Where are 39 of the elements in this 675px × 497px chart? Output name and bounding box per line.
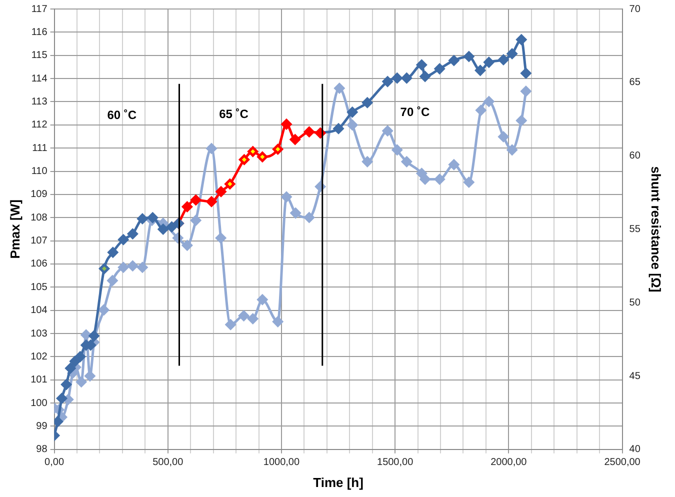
x-tick-label: 0,00 <box>44 457 64 468</box>
x-tick-label: 1500,00 <box>377 457 414 468</box>
y-tick-label: 98 <box>36 444 48 456</box>
y-tick-label: 104 <box>30 305 48 316</box>
y2-tick-label: 45 <box>629 370 641 382</box>
y-tick-label: 111 <box>32 142 48 154</box>
x-tick-label: 1000,00 <box>263 457 300 468</box>
y-tick-label: 112 <box>31 120 48 131</box>
x-axis-title: Time [h] <box>313 474 364 490</box>
y2-tick-label: 40 <box>629 444 641 456</box>
y-tick-label: 105 <box>30 282 48 293</box>
y-tick-label: 108 <box>30 212 48 224</box>
y2-axis-title: shunt resistance [Ω] <box>648 166 664 292</box>
annotation: 65 ˚C <box>219 107 249 122</box>
y2-tick-label: 70 <box>629 4 641 15</box>
y2-tick-label: 55 <box>629 224 641 235</box>
y-tick-label: 116 <box>31 26 48 38</box>
x-tick-label: 500,00 <box>152 457 184 468</box>
y-tick-label: 99 <box>36 420 48 432</box>
y-tick-label: 102 <box>30 351 48 362</box>
y-tick-label: 115 <box>31 50 48 62</box>
y-tick-label: 114 <box>31 73 48 84</box>
y2-tick-label: 65 <box>629 77 641 88</box>
y2-tick-label: 60 <box>629 150 641 162</box>
y-axis-title: Pmax [W] <box>7 200 22 259</box>
y-tick-label: 107 <box>30 236 48 247</box>
y-tick-label: 110 <box>31 166 48 178</box>
y-tick-label: 100 <box>30 398 48 409</box>
y2-tick-label: 50 <box>629 297 641 308</box>
annotation: 70 ˚C <box>400 104 430 119</box>
x-tick-label: 2000,00 <box>490 457 528 468</box>
y-tick-label: 101 <box>30 374 48 386</box>
annotation: 60 ˚C <box>107 108 137 122</box>
y-tick-label: 117 <box>31 4 48 15</box>
y-tick-label: 103 <box>30 328 48 340</box>
x-tick-label: 2500,00 <box>604 457 641 468</box>
y-tick-label: 109 <box>30 189 48 200</box>
y-tick-label: 106 <box>30 258 48 270</box>
y-tick-label: 113 <box>31 96 48 108</box>
